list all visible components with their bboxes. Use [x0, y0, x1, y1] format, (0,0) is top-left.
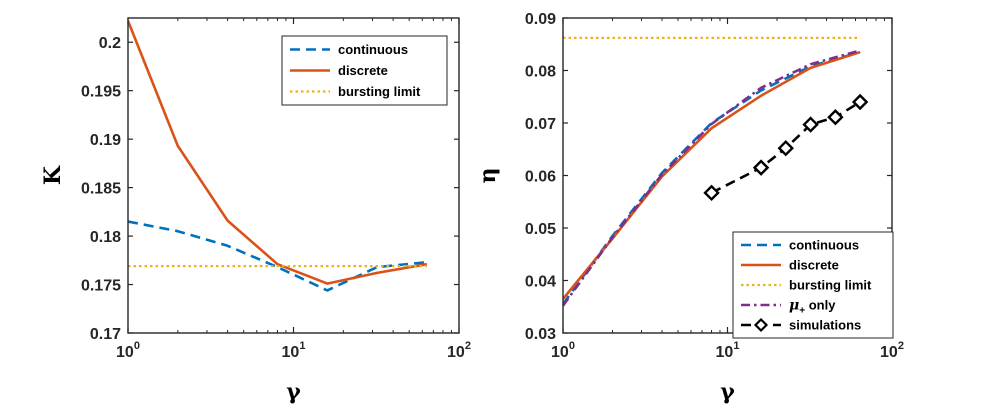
y-tick-label: 0.195 [81, 84, 121, 101]
x-tick-label: 102 [447, 340, 471, 361]
legend-diamond [753, 317, 769, 333]
y-tick-label: 0.175 [81, 278, 121, 295]
y-tick-label: 0.05 [525, 221, 556, 238]
x-tick-label: 100 [116, 340, 140, 361]
plot-frame [562, 17, 893, 334]
x-tick-exponent: 0 [134, 340, 140, 352]
series-line-continuous [128, 220, 428, 292]
legend-label: bursting limit [789, 278, 872, 293]
data-point-diamond [802, 116, 819, 133]
y-axis-label: η [475, 168, 501, 184]
y-tick-label: 0.03 [525, 326, 556, 343]
x-tick-exponent: 2 [898, 340, 904, 352]
legend-label: continuous [789, 238, 859, 253]
y-tick-label: 0.09 [525, 11, 556, 28]
y-axis-label: K [40, 165, 66, 185]
y-tick-label: 0.2 [99, 35, 121, 52]
data-point-diamond [827, 109, 844, 126]
x-tick-exponent: 2 [465, 340, 471, 352]
y-tick-label: 0.08 [525, 64, 556, 81]
legend: continuous discrete bursting limit [281, 35, 448, 106]
x-tick-exponent: 1 [733, 340, 739, 352]
y-tick-label: 0.07 [525, 116, 556, 133]
y-tick-label: 0.06 [525, 169, 556, 186]
x-axis-label: γ [286, 379, 301, 405]
legend-label: μ+ only [789, 298, 836, 317]
legend-label: bursting limit [338, 84, 421, 99]
x-tick-label: 102 [880, 340, 904, 361]
legend-label: continuous [338, 42, 408, 57]
series-line--only [563, 49, 861, 307]
x-axis-label: γ [720, 379, 735, 405]
y-tick-label: 0.185 [81, 181, 121, 198]
x-tick-label: 101 [716, 340, 740, 361]
y-tick-label: 0.19 [90, 132, 121, 149]
legend-label: simulations [789, 318, 861, 333]
data-point-diamond [752, 159, 770, 176]
legend-label: discrete [338, 63, 388, 78]
x-tick-label: 101 [282, 340, 306, 361]
data-point-diamond [777, 140, 794, 157]
series-line-discrete [128, 20, 428, 285]
legend-subscript: + [799, 306, 805, 317]
y-tick-label: 0.18 [90, 229, 121, 246]
plot-frame [127, 17, 460, 334]
x-tick-exponent: 0 [569, 340, 575, 352]
x-tick-label: 100 [551, 340, 575, 361]
y-tick-label: 0.04 [525, 274, 556, 291]
y-tick-label: 0.17 [90, 326, 121, 343]
legend-rest: only [805, 298, 836, 313]
legend-mu: μ [789, 298, 799, 314]
data-point-diamond [851, 93, 869, 111]
legend-label: discrete [789, 258, 839, 273]
x-tick-exponent: 1 [299, 340, 305, 352]
data-point-diamond [703, 184, 720, 202]
